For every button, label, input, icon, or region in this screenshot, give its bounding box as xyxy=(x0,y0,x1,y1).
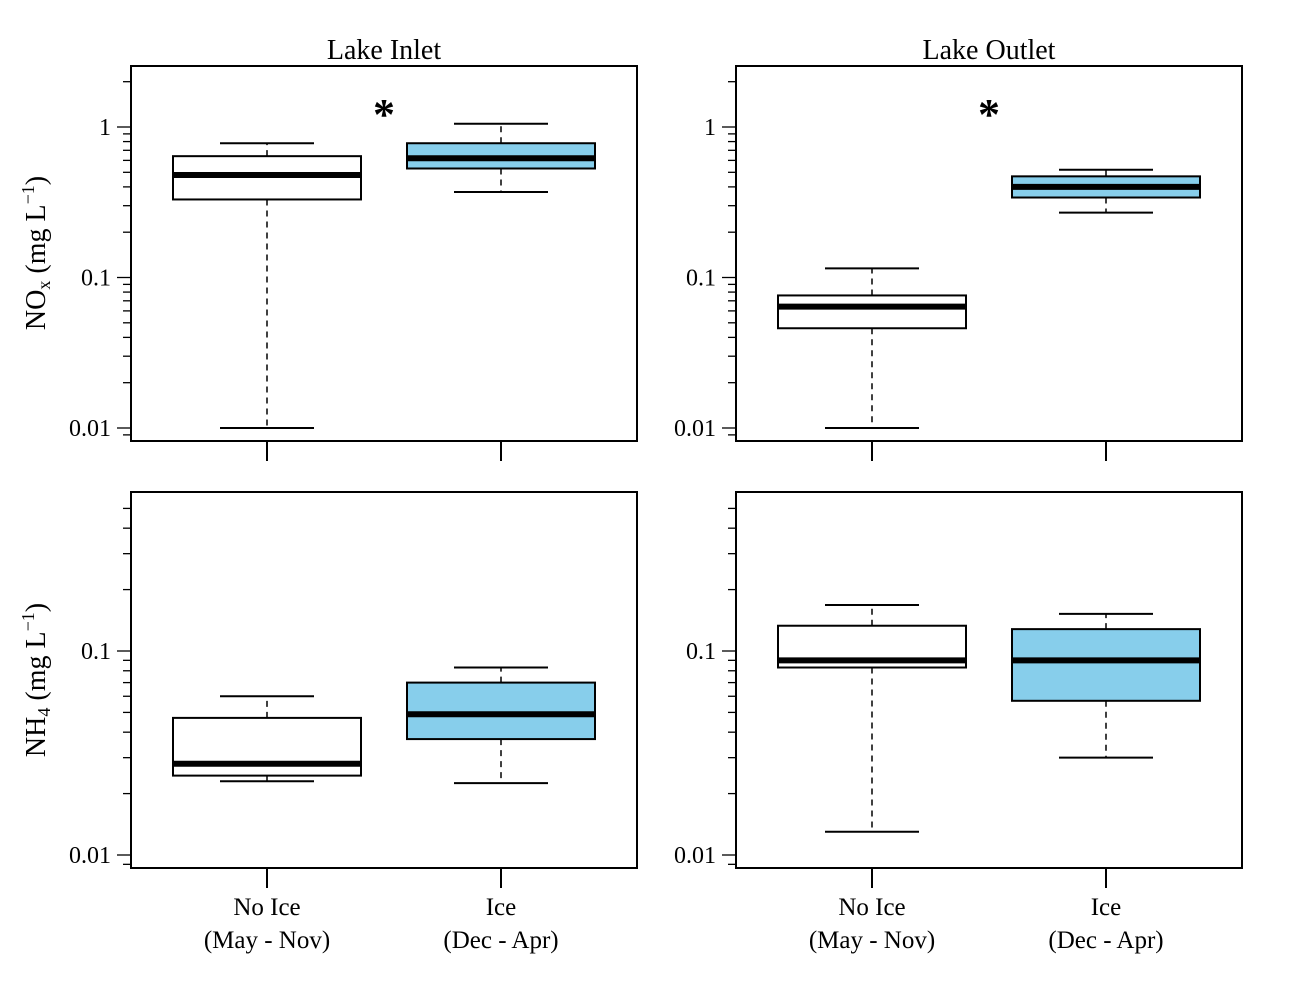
y-tick-label: 0.01 xyxy=(69,416,111,442)
box-ice xyxy=(406,666,596,785)
significance-marker: * xyxy=(978,90,1000,139)
panel-nox-lake-outlet: 0.01 0.1 1 * xyxy=(674,65,1243,461)
y-tick-label: 0.1 xyxy=(81,266,111,292)
x-label-inlet-no-ice: No Ice (May - Nov) xyxy=(204,894,330,954)
y-tick-label: 1 xyxy=(99,115,111,141)
column-title-lake-outlet: Lake Outlet xyxy=(923,35,1056,66)
box-ice xyxy=(1011,168,1201,214)
y-tick-label: 0.1 xyxy=(686,639,716,665)
panel-nh4-lake-inlet: 0.01 0.1 xyxy=(69,491,638,888)
x-label-inlet-ice: Ice (Dec - Apr) xyxy=(443,894,558,954)
ylabel-nox: NOx (mg L−1) xyxy=(18,176,54,330)
plot-frame xyxy=(130,65,638,442)
plot-frame xyxy=(130,491,638,869)
y-tick-label: 0.1 xyxy=(81,639,111,665)
ylabel-nh4: NH4 (mg L−1) xyxy=(18,603,54,757)
y-tick-label: 0.1 xyxy=(686,266,716,292)
iqr-box xyxy=(172,716,362,777)
y-tick-label: 1 xyxy=(704,115,716,141)
iqr-box xyxy=(406,681,596,741)
y-tick-label: 0.01 xyxy=(69,843,111,869)
plot-frame xyxy=(735,491,1243,869)
box-no-ice xyxy=(172,142,362,429)
box-no-ice xyxy=(777,604,967,833)
significance-marker: * xyxy=(373,90,395,139)
iqr-box xyxy=(1011,628,1201,702)
iqr-box xyxy=(777,294,967,330)
panel-nh4-lake-outlet: 0.01 0.1 xyxy=(674,491,1243,888)
plot-frame xyxy=(735,65,1243,442)
x-label-outlet-no-ice: No Ice (May - Nov) xyxy=(809,894,935,954)
y-tick-label: 0.01 xyxy=(674,843,716,869)
y-tick-label: 0.01 xyxy=(674,416,716,442)
box-ice xyxy=(406,122,596,193)
panel-nox-lake-inlet: 0.01 0.1 1 * xyxy=(69,65,638,461)
column-title-lake-inlet: Lake Inlet xyxy=(327,35,441,66)
box-ice xyxy=(1011,612,1201,759)
box-no-ice xyxy=(777,267,967,429)
x-label-outlet-ice: Ice (Dec - Apr) xyxy=(1048,894,1163,954)
box-no-ice xyxy=(172,695,362,783)
